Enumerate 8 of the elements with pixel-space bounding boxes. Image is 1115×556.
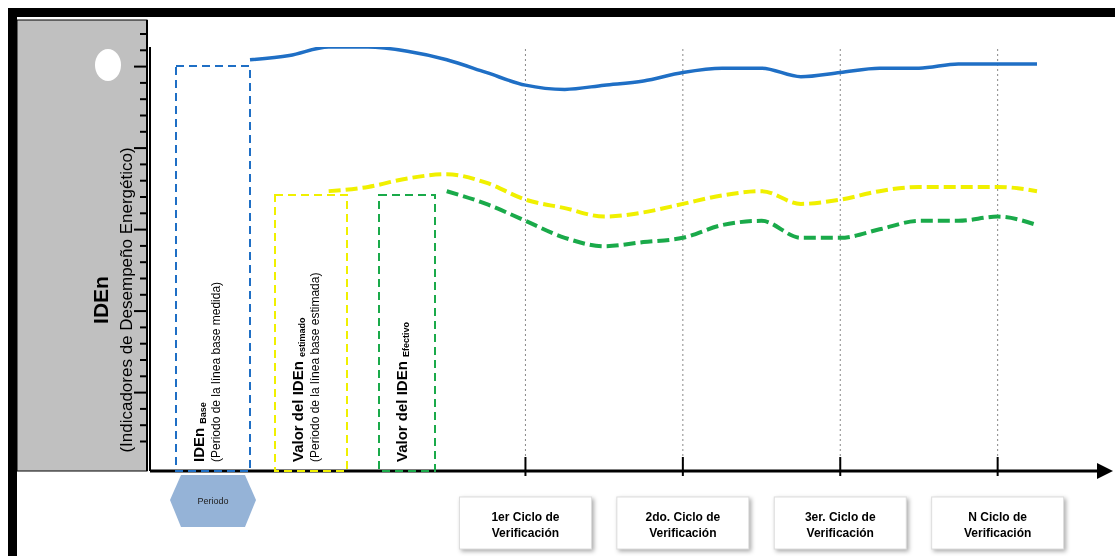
annotation: (Periodo de la línea base estimada): [308, 272, 322, 462]
x-tick-label: 1er Ciclo de Verificación: [491, 510, 560, 540]
x-tick-label: 3er. Ciclo de Verificación: [804, 510, 876, 540]
x-tick-label: N Ciclo de Verificación: [963, 510, 1032, 540]
text: (Periodo de la línea base medida): [209, 281, 223, 462]
y-axis-title: IDEn (Indicadores de Desempeño Energético): [89, 147, 136, 453]
text: Periodo: [197, 496, 229, 506]
x-tick-label: 2do. Ciclo de Verificación: [645, 510, 721, 540]
